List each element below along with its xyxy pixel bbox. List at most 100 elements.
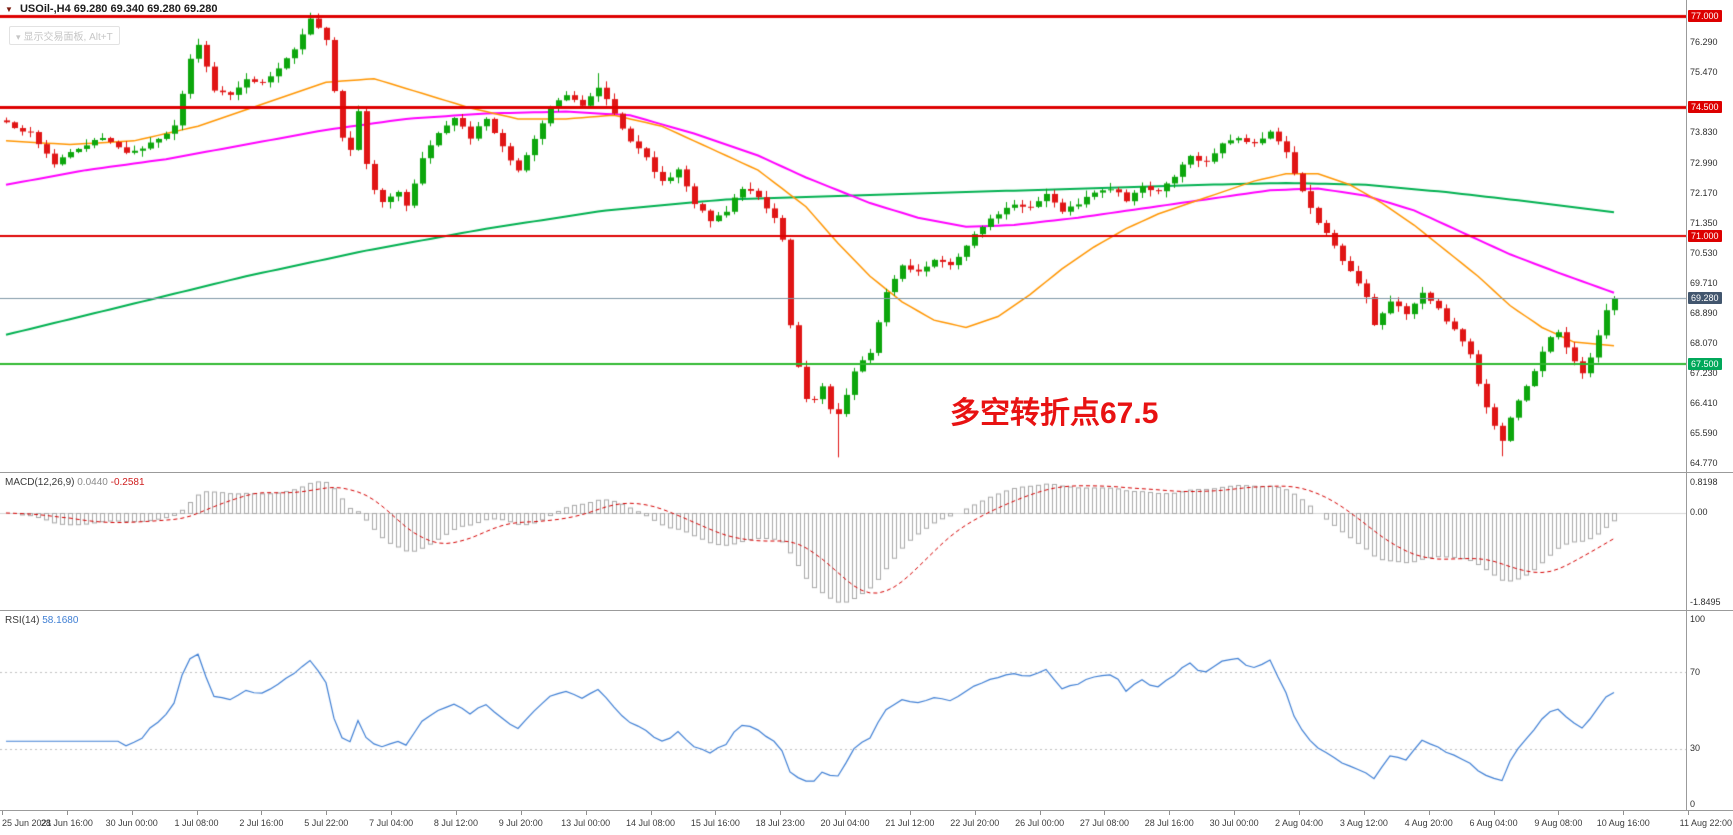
time-axis-label: 15 Jul 16:00 xyxy=(690,818,740,828)
price-badge-label: 74.500 xyxy=(1688,101,1722,113)
time-axis-label: 3 Aug 12:00 xyxy=(1339,818,1388,828)
time-axis-label: 30 Jun 00:00 xyxy=(105,818,158,828)
time-tick-mark xyxy=(391,811,393,815)
time-tick-mark xyxy=(66,811,68,815)
time-tick-mark xyxy=(1493,811,1495,815)
ohlc-values: 69.280 69.340 69.280 69.280 xyxy=(73,3,218,15)
price-tick-label: 71.350 xyxy=(1690,218,1718,228)
rsi-name: RSI(14) xyxy=(5,615,40,626)
trade-panel-hint-button[interactable]: ▾ 显示交易面板, Alt+T xyxy=(9,26,120,45)
time-axis-label: 27 Jul 08:00 xyxy=(1079,818,1129,828)
time-axis-label: 2 Aug 04:00 xyxy=(1274,818,1324,828)
price-badge-label: 67.500 xyxy=(1688,358,1722,370)
price-tick-label: 72.170 xyxy=(1690,188,1718,198)
price-tick-label: 64.770 xyxy=(1690,458,1718,468)
time-tick-mark xyxy=(520,811,522,815)
axis-divider xyxy=(1686,0,1687,810)
time-tick-mark xyxy=(131,811,133,815)
time-tick-mark xyxy=(1299,811,1300,815)
rsi-tick-label: 0 xyxy=(1690,799,1696,809)
price-tick-label: 72.990 xyxy=(1690,158,1718,168)
time-tick-mark xyxy=(1688,811,1690,815)
time-axis-label: 20 Jul 04:00 xyxy=(820,818,870,828)
pane-divider xyxy=(0,810,1733,811)
rsi-value: 58.1680 xyxy=(42,615,79,626)
time-tick-mark xyxy=(196,811,198,815)
rsi-tick-label: 70 xyxy=(1690,667,1701,677)
macd-tick-label: 0.00 xyxy=(1690,507,1708,517)
time-axis-label: 8 Jul 12:00 xyxy=(433,818,478,828)
time-axis[interactable]: 25 Jun 2021 28 Jun 16:00 30 Jun 00:00 1 Jul… xyxy=(0,811,1733,835)
time-axis-label: 22 Jul 20:00 xyxy=(950,818,1000,828)
time-axis-label: 6 Aug 04:00 xyxy=(1469,818,1518,828)
time-axis-label: 14 Jul 08:00 xyxy=(625,818,676,828)
price-axis[interactable]: 76.290 75.470 73.830 72.990 72.170 71.350 70.5… xyxy=(1687,0,1733,810)
time-axis-label: 9 Aug 08:00 xyxy=(1534,818,1583,828)
time-axis-label: 5 Jul 22:00 xyxy=(304,818,349,828)
price-badge-label: 71.000 xyxy=(1688,230,1722,242)
price-tick-label: 68.070 xyxy=(1690,338,1718,348)
time-axis-label: 1 Jul 08:00 xyxy=(174,818,219,828)
macd-signal-value: -0.2581 xyxy=(110,477,145,488)
pane-divider xyxy=(0,610,1733,611)
time-tick-mark xyxy=(1363,811,1365,815)
price-badge-label: 69.280 xyxy=(1688,292,1722,304)
price-tick-label: 70.530 xyxy=(1690,248,1718,258)
macd-indicator-label: MACD(12,26,9) 0.0440 -0.2581 xyxy=(5,477,145,488)
time-tick-mark xyxy=(1623,811,1625,815)
time-axis-label: 11 Aug 22:00 xyxy=(1679,818,1732,828)
macd-main-value: 0.0440 xyxy=(77,477,108,488)
symbol-timeframe-label: USOil-,H4 xyxy=(19,3,71,15)
time-tick-mark xyxy=(1234,811,1236,815)
main-chart-canvas[interactable] xyxy=(0,0,1686,472)
time-tick-mark xyxy=(326,811,328,815)
time-tick-mark xyxy=(1428,811,1430,815)
time-axis-label: 30 Jul 00:00 xyxy=(1209,818,1259,828)
time-axis-label: 4 Aug 20:00 xyxy=(1404,818,1453,828)
macd-name: MACD(12,26,9) xyxy=(5,477,75,488)
time-tick-mark xyxy=(1169,811,1171,815)
rsi-indicator-label: RSI(14) 58.1680 xyxy=(5,615,78,626)
macd-tick-label: 0.8198 xyxy=(1690,477,1718,487)
rsi-tick-label: 100 xyxy=(1690,614,1706,624)
time-axis-label: 10 Aug 16:00 xyxy=(1596,818,1650,828)
time-axis-label: 9 Jul 20:00 xyxy=(498,818,543,828)
time-axis-label: 18 Jul 23:00 xyxy=(755,818,805,828)
time-tick-mark xyxy=(1104,811,1106,815)
macd-indicator-canvas[interactable] xyxy=(0,473,1686,610)
time-axis-label: 28 Jun 16:00 xyxy=(40,818,93,828)
time-tick-mark xyxy=(715,811,717,815)
price-tick-label: 69.710 xyxy=(1690,278,1718,288)
time-tick-mark xyxy=(909,811,911,815)
time-tick-mark xyxy=(845,811,847,815)
collapse-triangle-icon[interactable]: ▼ xyxy=(5,5,13,14)
macd-tick-label: -1.8495 xyxy=(1690,597,1721,607)
time-tick-mark xyxy=(455,811,457,815)
time-axis-label: 26 Jul 00:00 xyxy=(1015,818,1065,828)
price-tick-label: 68.890 xyxy=(1690,308,1718,318)
chart-title: ▼ USOil-,H4 69.280 69.340 69.280 69.280 xyxy=(5,3,218,15)
time-axis-label: 25 Jun 2021 xyxy=(2,818,52,828)
time-tick-mark xyxy=(1558,811,1560,815)
price-tick-label: 75.470 xyxy=(1690,67,1718,77)
price-tick-label: 66.410 xyxy=(1690,398,1718,408)
price-tick-label: 67.230 xyxy=(1690,368,1718,378)
pane-divider xyxy=(0,472,1733,473)
time-tick-mark xyxy=(2,811,3,815)
trade-panel-hint-label: 显示交易面板, Alt+T xyxy=(23,32,113,43)
time-axis-label: 2 Jul 16:00 xyxy=(239,818,284,828)
panel-caret-icon: ▾ xyxy=(16,32,21,42)
price-tick-label: 65.590 xyxy=(1690,428,1718,438)
rsi-indicator-canvas[interactable] xyxy=(0,611,1686,810)
time-tick-mark xyxy=(261,811,263,815)
time-tick-mark xyxy=(585,811,587,815)
time-tick-mark xyxy=(650,811,652,815)
price-badge-label: 77.000 xyxy=(1688,10,1722,22)
rsi-tick-label: 30 xyxy=(1690,743,1701,753)
time-tick-mark xyxy=(780,811,782,815)
time-axis-label: 28 Jul 16:00 xyxy=(1144,818,1194,828)
chart-annotation: 多空转折点67.5 xyxy=(950,397,1159,430)
time-axis-label: 13 Jul 00:00 xyxy=(561,818,611,828)
time-tick-mark xyxy=(974,811,976,815)
time-axis-label: 7 Jul 04:00 xyxy=(369,818,414,828)
